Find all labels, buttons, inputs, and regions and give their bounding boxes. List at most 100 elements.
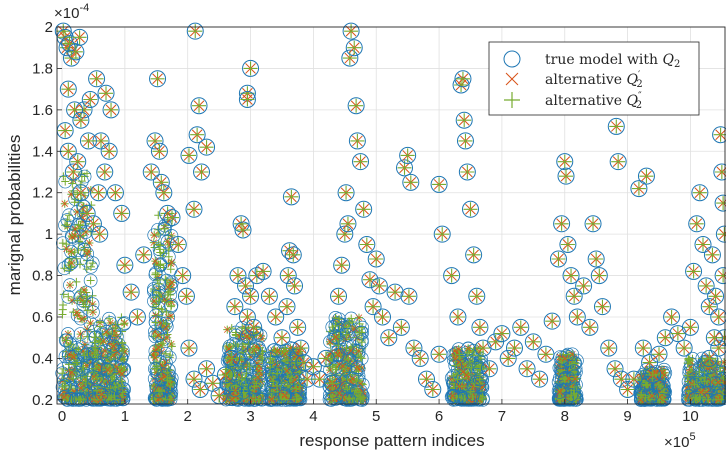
data-point [190, 97, 208, 115]
band-plus-marker [61, 221, 70, 230]
band-circle-marker [152, 384, 166, 399]
band-x-marker [268, 396, 275, 403]
band-circle-marker [112, 377, 127, 392]
band-plus-marker [149, 284, 158, 293]
band-plus-marker [76, 395, 85, 404]
band-x-marker [232, 387, 239, 394]
band-circle-marker [148, 315, 163, 330]
band-x-marker [71, 225, 79, 233]
band-plus-marker [86, 262, 95, 271]
band-plus-marker [237, 375, 246, 384]
band-plus-marker [342, 344, 351, 353]
band-plus-marker [166, 395, 175, 404]
band-x-marker [157, 319, 164, 327]
band-circle-marker [350, 360, 365, 375]
band-x-marker [168, 279, 176, 286]
band-x-marker [255, 367, 263, 374]
band-circle-marker [355, 320, 370, 335]
band-plus-marker [283, 395, 292, 404]
band-x-marker [101, 347, 109, 355]
band-circle-marker [62, 208, 76, 223]
band-x-marker [63, 245, 70, 253]
band-plus-marker [74, 220, 83, 229]
band-circle-marker [270, 366, 285, 381]
band-circle-marker [355, 335, 369, 350]
band-plus-marker [68, 179, 77, 188]
band-circle-marker [280, 363, 294, 378]
band-plus-marker [66, 339, 75, 348]
band-circle-marker [327, 329, 342, 344]
band-x-marker [274, 347, 281, 355]
data-point [100, 142, 118, 160]
band-x-marker [251, 389, 259, 396]
band-circle-marker [70, 308, 85, 323]
band-plus-marker [249, 344, 258, 353]
data-point [102, 101, 120, 119]
band-x-marker [158, 375, 165, 383]
data-point [116, 256, 134, 274]
band-circle-marker [66, 349, 81, 364]
band-plus-marker [163, 368, 172, 377]
data-point [72, 184, 90, 202]
band-plus-marker [74, 198, 83, 207]
band-circle-marker [117, 317, 131, 331]
data-point [88, 70, 106, 88]
data-point [149, 70, 167, 88]
band-x-marker [163, 334, 171, 342]
band-x-marker [228, 396, 236, 403]
data-point [174, 267, 192, 285]
band-x-marker [283, 367, 291, 375]
band-plus-marker [107, 329, 116, 338]
band-plus-marker [328, 394, 337, 403]
band-plus-marker [80, 351, 89, 360]
data-point [185, 200, 203, 218]
band-plus-marker [110, 392, 119, 401]
band-x-marker [68, 259, 75, 267]
band-plus-marker [223, 379, 232, 388]
band-plus-marker [118, 327, 127, 336]
band-x-marker [150, 297, 158, 305]
band-circle-marker [58, 174, 73, 189]
band-circle-marker [86, 305, 100, 319]
band-plus-marker [59, 301, 68, 310]
band-circle-marker [267, 343, 282, 357]
band-plus-marker [58, 369, 67, 378]
band-plus-marker [245, 362, 254, 371]
band-plus-marker [341, 365, 350, 374]
band-circle-marker [228, 383, 243, 398]
band-x-marker [77, 330, 84, 338]
band-x-marker [103, 328, 110, 336]
band-circle-marker [80, 246, 95, 261]
band-plus-marker [58, 239, 67, 248]
band-plus-marker [164, 298, 173, 307]
band-circle-marker [80, 346, 95, 361]
band-plus-marker [284, 356, 293, 365]
band-circle-marker [148, 266, 163, 280]
band-plus-marker [357, 354, 366, 363]
band-plus-marker [356, 392, 365, 401]
band-circle-marker [76, 360, 91, 375]
band-plus-marker [356, 352, 365, 361]
band-x-marker [78, 315, 86, 323]
data-point [150, 142, 168, 160]
band-x-marker [154, 332, 162, 339]
band-circle-marker [148, 350, 163, 365]
data-point [193, 163, 211, 181]
band-plus-marker [91, 333, 100, 342]
band-plus-marker [155, 387, 164, 396]
band-plus-marker [59, 364, 68, 373]
band-circle-marker [323, 373, 338, 388]
band-circle-marker [147, 282, 161, 296]
band-plus-marker [287, 373, 296, 382]
band-circle-marker [354, 325, 368, 340]
band-plus-marker [250, 382, 259, 391]
band-circle-marker [73, 218, 88, 233]
band-plus-marker [344, 394, 353, 403]
band-x-marker [97, 396, 104, 404]
band-circle-marker [107, 324, 122, 338]
band-plus-marker [151, 318, 160, 327]
band-plus-marker [64, 292, 73, 301]
band-circle-marker [148, 361, 162, 376]
band-plus-marker [162, 276, 171, 285]
band-plus-marker [90, 350, 99, 359]
